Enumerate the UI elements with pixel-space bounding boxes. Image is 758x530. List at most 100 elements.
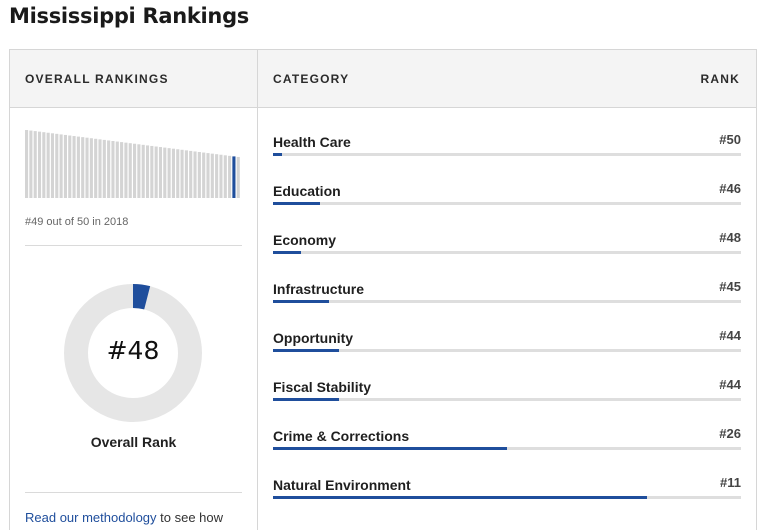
state-bar <box>189 150 193 198</box>
state-bar <box>37 131 42 198</box>
state-bar <box>115 141 119 198</box>
state-bar <box>25 130 29 198</box>
category-rank: #26 <box>719 426 741 441</box>
state-bar <box>163 147 167 198</box>
state-bar <box>59 134 63 198</box>
state-bar <box>107 140 111 198</box>
state-bar <box>223 155 227 198</box>
category-name: Fiscal Stability <box>273 379 372 395</box>
state-bar <box>154 146 158 198</box>
overall-rank-donut <box>64 284 202 422</box>
state-bar <box>171 148 175 198</box>
category-score-fill <box>273 202 320 205</box>
rank-history-chart <box>25 130 240 198</box>
page-title: Mississippi Rankings <box>9 4 250 28</box>
category-row[interactable]: Natural Environment #11 <box>273 451 741 500</box>
category-name: Health Care <box>273 134 351 150</box>
state-bar <box>215 154 219 198</box>
state-highlight-bar <box>232 156 236 198</box>
state-bar <box>111 141 115 198</box>
donut-fill <box>64 284 202 422</box>
category-row[interactable]: Opportunity #44 <box>273 304 741 353</box>
state-bar <box>42 132 46 198</box>
category-row[interactable]: Education #46 <box>273 157 741 206</box>
category-rank: #45 <box>719 279 741 294</box>
state-bar <box>236 156 240 198</box>
state-bar <box>81 137 85 198</box>
state-bar <box>63 134 67 198</box>
category-name: Opportunity <box>273 330 354 346</box>
category-rank: #46 <box>719 181 741 196</box>
methodology-link[interactable]: Read our methodology <box>25 510 157 525</box>
category-score-track <box>273 300 741 303</box>
overall-rankings-heading: OVERALL RANKINGS <box>25 72 169 86</box>
state-bar <box>133 143 137 198</box>
state-bar <box>158 147 163 198</box>
category-score-fill <box>273 447 507 450</box>
methodology-rest: to see how <box>156 510 224 525</box>
category-score-fill <box>273 398 339 401</box>
column-divider <box>257 50 258 530</box>
state-bar <box>50 133 55 198</box>
state-bar <box>94 138 98 198</box>
state-bar <box>210 153 214 198</box>
category-rank: #44 <box>719 377 741 392</box>
category-rank: #11 <box>720 475 741 490</box>
category-name: Crime & Corrections <box>273 428 410 444</box>
state-bar <box>72 136 76 198</box>
state-bar <box>98 139 102 198</box>
state-bar <box>150 145 154 198</box>
state-bar <box>184 150 188 198</box>
category-score-fill <box>273 349 339 352</box>
state-bar <box>85 137 89 198</box>
state-bar <box>145 145 150 198</box>
state-bar <box>193 151 197 198</box>
divider <box>25 492 242 493</box>
state-bar <box>33 131 37 198</box>
state-bar <box>180 149 184 198</box>
rank-history-caption: #49 out of 50 in 2018 <box>25 216 129 228</box>
category-score-track <box>273 153 741 156</box>
state-bar <box>46 132 50 198</box>
state-bar <box>120 142 124 198</box>
state-bar <box>102 139 106 198</box>
category-score-track <box>273 202 741 205</box>
category-heading: CATEGORY <box>273 72 350 86</box>
state-bar <box>167 148 171 198</box>
category-list: Health Care #50 Education #46 Economy #48 Infr… <box>273 108 741 500</box>
state-bar <box>219 154 223 198</box>
category-score-track <box>273 398 741 401</box>
category-score-fill <box>273 300 330 303</box>
divider <box>25 245 242 246</box>
category-row[interactable]: Health Care #50 <box>273 108 741 157</box>
category-rank: #50 <box>719 132 741 147</box>
category-score-track <box>273 349 741 352</box>
methodology-text: Read our methodology to see how <box>25 510 223 525</box>
category-row[interactable]: Economy #48 <box>273 206 741 255</box>
state-bar <box>89 138 93 198</box>
state-bar <box>197 152 201 198</box>
panel-header <box>10 50 756 108</box>
overall-rank-label: Overall Rank <box>90 434 177 450</box>
state-bar <box>124 142 128 198</box>
overall-rank-value: #48 <box>106 336 160 365</box>
category-score-track <box>273 251 741 254</box>
state-bar <box>206 153 210 198</box>
category-score-track <box>273 496 741 499</box>
category-name: Natural Environment <box>273 477 411 493</box>
category-row[interactable]: Infrastructure #45 <box>273 255 741 304</box>
category-name: Education <box>273 183 341 199</box>
state-bar <box>141 144 145 198</box>
category-score-fill <box>273 251 302 254</box>
category-rank: #44 <box>719 328 741 343</box>
state-bar <box>55 133 59 198</box>
category-name: Economy <box>273 232 337 248</box>
category-row[interactable]: Crime & Corrections #26 <box>273 402 741 451</box>
state-bar <box>137 144 141 198</box>
state-bar <box>228 155 232 198</box>
category-row[interactable]: Fiscal Stability #44 <box>273 353 741 402</box>
state-bar <box>29 130 33 198</box>
category-rank: #48 <box>719 230 741 245</box>
state-bar <box>202 152 206 198</box>
rank-heading: RANK <box>700 72 740 86</box>
